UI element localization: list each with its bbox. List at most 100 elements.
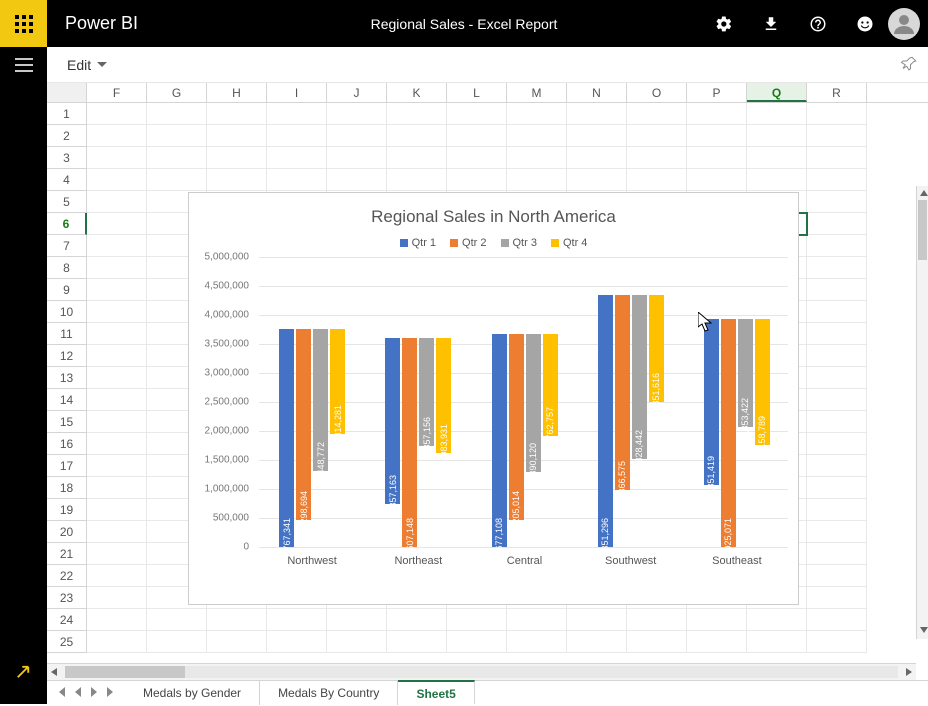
cell[interactable] <box>87 279 147 301</box>
bar[interactable]: 2,448,772 <box>313 329 328 471</box>
row-header[interactable]: 4 <box>47 169 87 191</box>
cell[interactable] <box>147 609 207 631</box>
cell[interactable] <box>507 609 567 631</box>
cell[interactable] <box>627 169 687 191</box>
row-header[interactable]: 25 <box>47 631 87 653</box>
cell[interactable] <box>207 609 267 631</box>
cell[interactable] <box>267 609 327 631</box>
tab-nav-last[interactable] <box>107 685 115 700</box>
cell[interactable] <box>507 125 567 147</box>
cell[interactable] <box>747 169 807 191</box>
cell[interactable] <box>147 103 207 125</box>
cell[interactable] <box>327 609 387 631</box>
cell[interactable] <box>807 543 867 565</box>
row-header[interactable]: 2 <box>47 125 87 147</box>
cell[interactable] <box>807 257 867 279</box>
column-header[interactable]: O <box>627 83 687 102</box>
bar[interactable]: 3,366,575 <box>615 295 630 490</box>
cell[interactable] <box>567 169 627 191</box>
sheet-tab[interactable]: Medals By Country <box>260 681 398 705</box>
cell[interactable] <box>807 345 867 367</box>
cell[interactable] <box>87 257 147 279</box>
cell[interactable] <box>807 631 867 653</box>
cell[interactable] <box>327 169 387 191</box>
cell[interactable] <box>87 521 147 543</box>
cell[interactable] <box>747 103 807 125</box>
bar[interactable]: 3,925,071 <box>721 319 736 547</box>
bar[interactable]: 1,857,156 <box>419 338 434 446</box>
cell[interactable] <box>87 235 147 257</box>
bar[interactable]: 2,158,789 <box>755 319 770 444</box>
cell[interactable] <box>807 455 867 477</box>
cell[interactable] <box>687 147 747 169</box>
cell[interactable] <box>807 191 867 213</box>
cell[interactable] <box>87 301 147 323</box>
cell[interactable] <box>807 521 867 543</box>
cell[interactable] <box>207 103 267 125</box>
app-launcher-button[interactable] <box>0 0 47 47</box>
cell[interactable] <box>87 433 147 455</box>
cell[interactable] <box>87 191 147 213</box>
sheet-tab[interactable]: Sheet5 <box>398 680 474 704</box>
cell[interactable] <box>387 125 447 147</box>
column-header[interactable]: L <box>447 83 507 102</box>
cell[interactable] <box>807 125 867 147</box>
cell[interactable] <box>387 169 447 191</box>
cell[interactable] <box>327 147 387 169</box>
row-header[interactable]: 22 <box>47 565 87 587</box>
cell[interactable] <box>567 631 627 653</box>
user-avatar[interactable] <box>888 8 920 40</box>
cell[interactable] <box>447 147 507 169</box>
cell[interactable] <box>87 477 147 499</box>
cell[interactable] <box>387 147 447 169</box>
cell[interactable] <box>87 103 147 125</box>
cell[interactable] <box>747 609 807 631</box>
cell[interactable] <box>147 169 207 191</box>
cell[interactable] <box>687 103 747 125</box>
cell[interactable] <box>87 389 147 411</box>
cell[interactable] <box>807 433 867 455</box>
cell[interactable] <box>87 213 147 235</box>
bar[interactable]: 3,298,694 <box>296 329 311 520</box>
cell[interactable] <box>87 345 147 367</box>
column-header[interactable]: J <box>327 83 387 102</box>
select-all-corner[interactable] <box>47 83 87 102</box>
cell[interactable] <box>447 125 507 147</box>
cell[interactable] <box>747 125 807 147</box>
tab-nav-prev[interactable] <box>75 685 81 700</box>
column-header[interactable]: R <box>807 83 867 102</box>
horizontal-scrollbar[interactable] <box>47 663 916 680</box>
popout-button[interactable] <box>14 663 32 684</box>
row-header[interactable]: 20 <box>47 521 87 543</box>
column-header[interactable]: I <box>267 83 327 102</box>
row-header[interactable]: 19 <box>47 499 87 521</box>
cell[interactable] <box>627 103 687 125</box>
bar[interactable]: 3,767,341 <box>279 329 294 548</box>
cell[interactable] <box>267 125 327 147</box>
cell[interactable] <box>327 125 387 147</box>
cell[interactable] <box>567 147 627 169</box>
cell[interactable] <box>87 411 147 433</box>
help-button[interactable] <box>794 0 841 47</box>
cell[interactable] <box>87 169 147 191</box>
row-header[interactable]: 15 <box>47 411 87 433</box>
cell[interactable] <box>267 147 327 169</box>
cell[interactable] <box>267 169 327 191</box>
cell[interactable] <box>87 147 147 169</box>
row-header[interactable]: 21 <box>47 543 87 565</box>
bar[interactable]: 1,853,422 <box>738 319 753 426</box>
cell[interactable] <box>807 235 867 257</box>
cell[interactable] <box>627 147 687 169</box>
scroll-right-arrow[interactable] <box>904 667 914 677</box>
cell[interactable] <box>87 609 147 631</box>
cell[interactable] <box>567 609 627 631</box>
cell[interactable] <box>267 103 327 125</box>
row-header[interactable]: 14 <box>47 389 87 411</box>
cell[interactable] <box>87 543 147 565</box>
cell[interactable] <box>627 609 687 631</box>
cell[interactable] <box>207 147 267 169</box>
cell[interactable] <box>687 631 747 653</box>
embedded-chart[interactable]: Regional Sales in North America Qtr 1Qtr… <box>188 192 799 605</box>
bar[interactable]: 2,851,419 <box>704 319 719 484</box>
settings-button[interactable] <box>700 0 747 47</box>
